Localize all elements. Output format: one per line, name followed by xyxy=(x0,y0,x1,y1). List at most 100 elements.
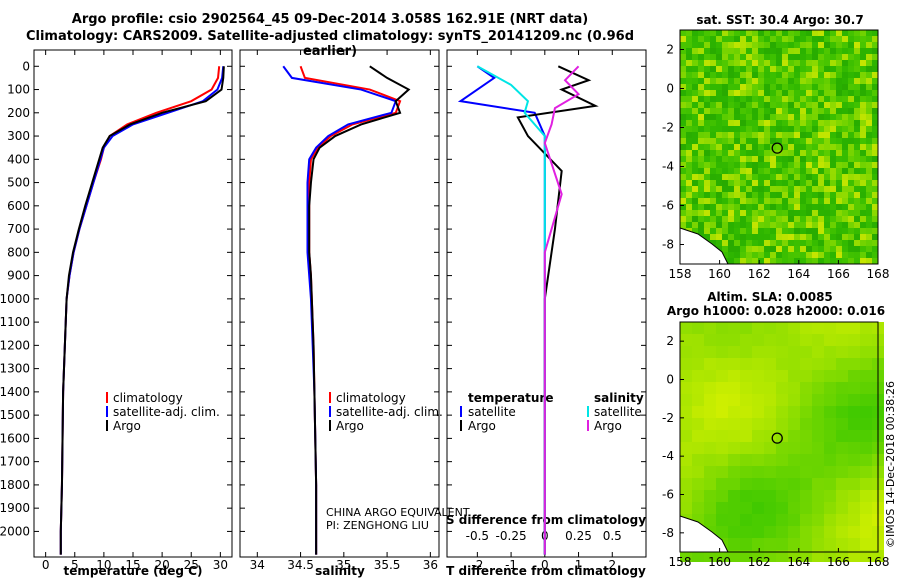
map-cell xyxy=(788,72,794,78)
map-cell xyxy=(854,150,860,156)
map-cell xyxy=(740,258,746,264)
map-cell xyxy=(788,102,794,108)
map-cell xyxy=(770,234,776,240)
map-cell xyxy=(818,186,824,192)
map-cell xyxy=(728,60,734,66)
map-cell xyxy=(836,78,842,84)
map-cell xyxy=(866,210,872,216)
map-cell xyxy=(854,96,860,102)
map-cell xyxy=(818,102,824,108)
map-cell xyxy=(728,346,740,358)
map-cell xyxy=(770,204,776,210)
map-cell xyxy=(806,36,812,42)
map-cell xyxy=(740,478,752,490)
x-tick-label: 20 xyxy=(154,558,169,572)
map-cell xyxy=(818,108,824,114)
map-cell xyxy=(872,174,878,180)
map-cell xyxy=(800,418,812,430)
map-cell xyxy=(866,72,872,78)
map-cell xyxy=(692,466,704,478)
map-cell xyxy=(812,222,818,228)
map-cell xyxy=(710,42,716,48)
map-cell xyxy=(788,514,800,526)
map-cell xyxy=(800,322,812,334)
map-cell xyxy=(776,252,782,258)
x-tick-label: 164 xyxy=(787,267,810,281)
map-cell xyxy=(734,168,740,174)
map-cell xyxy=(692,108,698,114)
map-cell xyxy=(686,102,692,108)
map-cell xyxy=(842,180,848,186)
map-cell xyxy=(872,246,878,252)
map-cell xyxy=(866,126,872,132)
map-cell xyxy=(830,54,836,60)
map-cell xyxy=(812,246,818,252)
map-cell xyxy=(866,258,872,264)
x-tick-label: 160 xyxy=(708,555,731,569)
map-cell xyxy=(842,246,848,252)
map-cell xyxy=(752,210,758,216)
map-cell xyxy=(704,168,710,174)
map-cell xyxy=(758,258,764,264)
map-cell xyxy=(788,186,794,192)
map-cell xyxy=(686,168,692,174)
map-cell xyxy=(680,150,686,156)
map-cell xyxy=(836,156,842,162)
map-cell xyxy=(776,192,782,198)
map-cell xyxy=(836,132,842,138)
map-cell xyxy=(866,120,872,126)
map-cell xyxy=(764,120,770,126)
map-cell xyxy=(752,138,758,144)
map-cell xyxy=(734,66,740,72)
map-cell xyxy=(776,210,782,216)
map-cell xyxy=(794,198,800,204)
map-cell xyxy=(716,322,728,334)
map-cell xyxy=(764,370,776,382)
map-cell xyxy=(800,30,806,36)
map-cell xyxy=(716,138,722,144)
map-cell xyxy=(716,186,722,192)
map-cell xyxy=(848,138,854,144)
map-cell xyxy=(728,132,734,138)
map-cell xyxy=(770,162,776,168)
map-cell xyxy=(788,78,794,84)
map-cell xyxy=(770,252,776,258)
map-cell xyxy=(800,454,812,466)
map-cell xyxy=(836,54,842,60)
map-cell xyxy=(782,228,788,234)
map-cell xyxy=(860,490,872,502)
map-cell xyxy=(770,150,776,156)
map-cell xyxy=(716,126,722,132)
map-cell xyxy=(848,114,854,120)
map-cell xyxy=(704,478,716,490)
map-cell xyxy=(740,174,746,180)
map-cell xyxy=(800,42,806,48)
map-cell xyxy=(740,216,746,222)
map-cell xyxy=(782,180,788,186)
map-cell xyxy=(740,210,746,216)
map-cell xyxy=(728,114,734,120)
map-cell xyxy=(830,30,836,36)
map-cell xyxy=(770,120,776,126)
map-cell xyxy=(824,114,830,120)
map-cell xyxy=(824,370,836,382)
map-cell xyxy=(746,96,752,102)
map-cell xyxy=(824,454,836,466)
y-tick-label: 700 xyxy=(7,222,30,236)
map-cell xyxy=(680,42,686,48)
map-cell xyxy=(806,48,812,54)
map-cell xyxy=(872,228,878,234)
map-cell xyxy=(740,228,746,234)
map-cell xyxy=(860,126,866,132)
map-cell xyxy=(722,204,728,210)
map-cell xyxy=(716,48,722,54)
map-cell xyxy=(728,174,734,180)
map-cell xyxy=(692,192,698,198)
map-cell xyxy=(710,240,716,246)
map-cell xyxy=(776,72,782,78)
map-cell xyxy=(716,222,722,228)
map-cell xyxy=(860,406,872,418)
map-cell xyxy=(776,346,788,358)
map-cell xyxy=(764,60,770,66)
map-cell xyxy=(764,252,770,258)
